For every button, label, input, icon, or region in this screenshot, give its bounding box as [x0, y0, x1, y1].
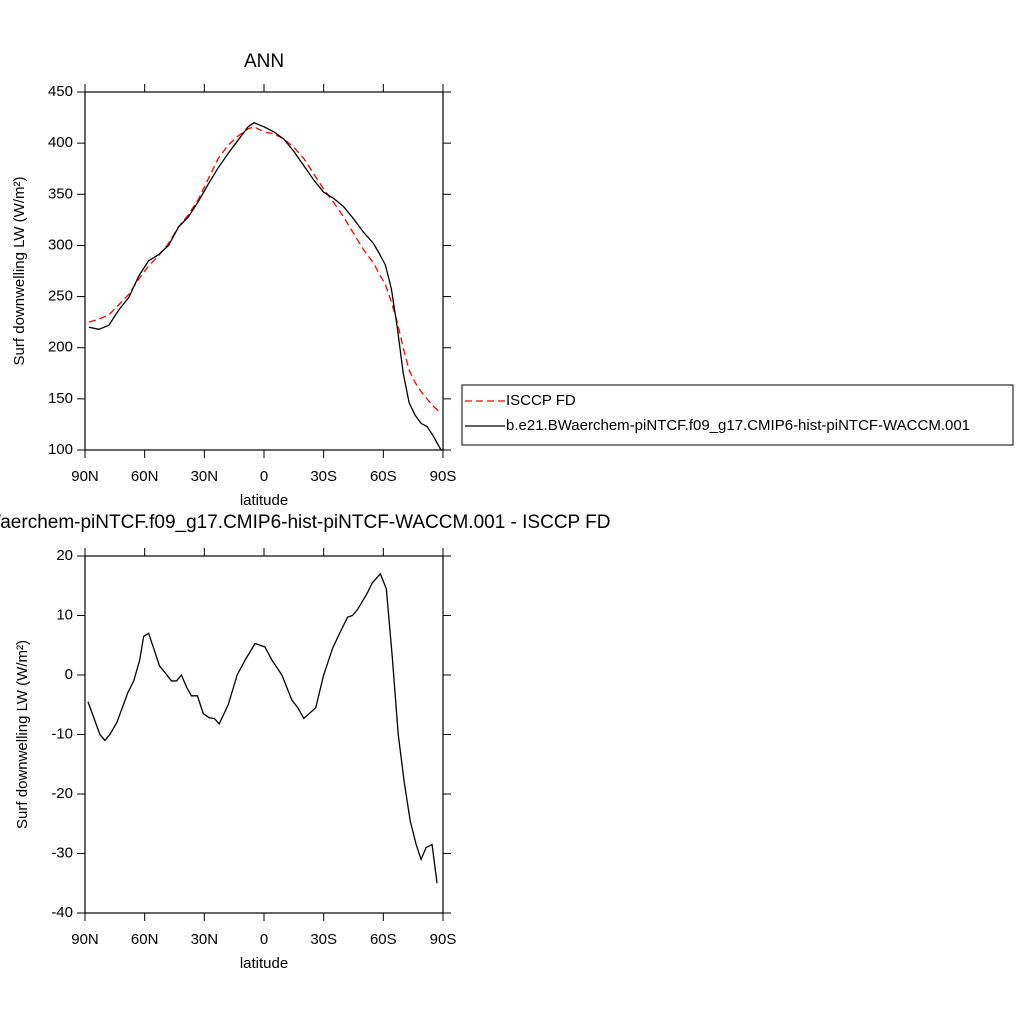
x-tick-label: 30N: [191, 931, 219, 948]
y-tick-label: 10: [56, 606, 73, 623]
x-tick-label: 60N: [131, 931, 159, 948]
data-line: [87, 572, 438, 884]
y-tick-label: -20: [51, 785, 73, 802]
x-tick-label: 60S: [370, 468, 397, 485]
y-tick-label: -30: [51, 844, 73, 861]
y-tick-label: 20: [56, 547, 73, 564]
legend-box: [461, 384, 1014, 446]
y-tick-label: 250: [48, 288, 73, 305]
x-tick-label: 90S: [430, 468, 457, 485]
x-tick-label: 30S: [310, 468, 337, 485]
x-tick-label: 60N: [131, 468, 159, 485]
x-tick-label: 90N: [71, 931, 99, 948]
x-tick-label: 0: [260, 931, 268, 948]
x-axis-label: latitude: [240, 492, 288, 509]
chart-title: ANN: [244, 51, 284, 72]
y-tick-label: 400: [48, 134, 73, 151]
y-tick-label: -40: [51, 904, 73, 921]
data-line: [88, 126, 442, 414]
y-tick-label: 0: [65, 666, 73, 683]
x-tick-label: 30S: [310, 931, 337, 948]
x-tick-label: 60S: [370, 931, 397, 948]
x-axis-label: latitude: [240, 955, 288, 972]
chart-title: b.e21.BWaerchem-piNTCF.f09_g17.CMIP6-his…: [0, 512, 610, 533]
legend-label: ISCCP FD: [506, 392, 576, 409]
y-tick-label: 150: [48, 390, 73, 407]
y-tick-label: 450: [48, 83, 73, 100]
legend-label: b.e21.BWaerchem-piNTCF.f09_g17.CMIP6-his…: [506, 417, 970, 434]
plot-frame: [84, 555, 444, 914]
y-tick-label: 200: [48, 339, 73, 356]
y-tick-label: 100: [48, 441, 73, 458]
y-tick-label: 350: [48, 185, 73, 202]
y-axis-label: Surf downwelling LW (W/m²): [14, 640, 31, 829]
x-tick-label: 0: [260, 468, 268, 485]
y-axis-label: Surf downwelling LW (W/m²): [11, 177, 28, 366]
y-tick-label: -10: [51, 725, 73, 742]
x-tick-label: 90N: [71, 468, 99, 485]
y-tick-label: 300: [48, 236, 73, 253]
data-line: [88, 121, 442, 451]
x-tick-label: 30N: [191, 468, 219, 485]
x-tick-label: 90S: [430, 931, 457, 948]
plot-frame: [84, 91, 444, 451]
